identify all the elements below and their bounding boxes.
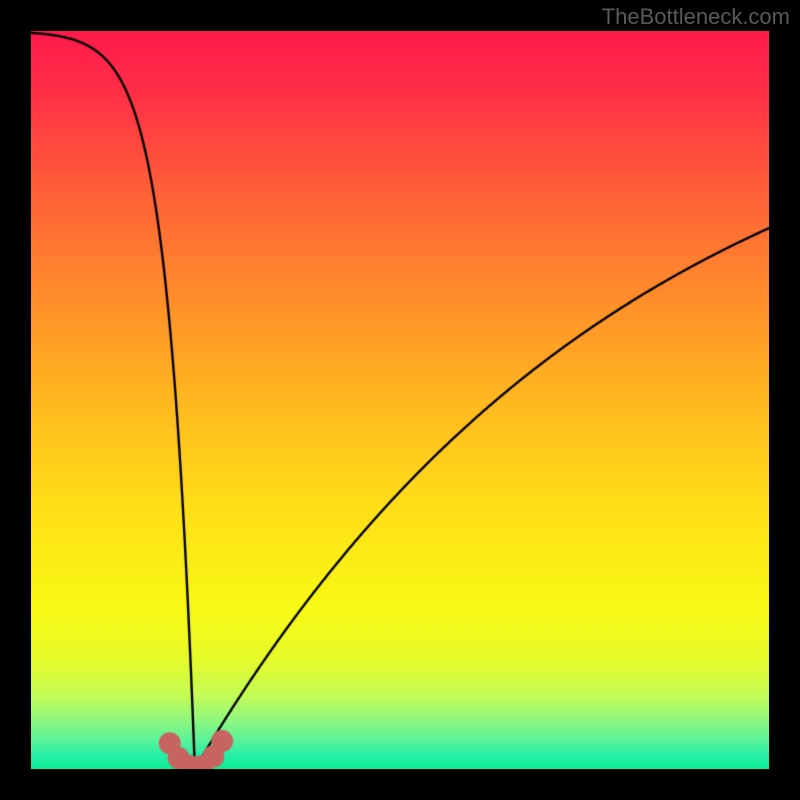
chart-plot-area: [31, 31, 769, 769]
chart-curve: [31, 31, 769, 769]
watermark-text: TheBottleneck.com: [602, 4, 790, 30]
